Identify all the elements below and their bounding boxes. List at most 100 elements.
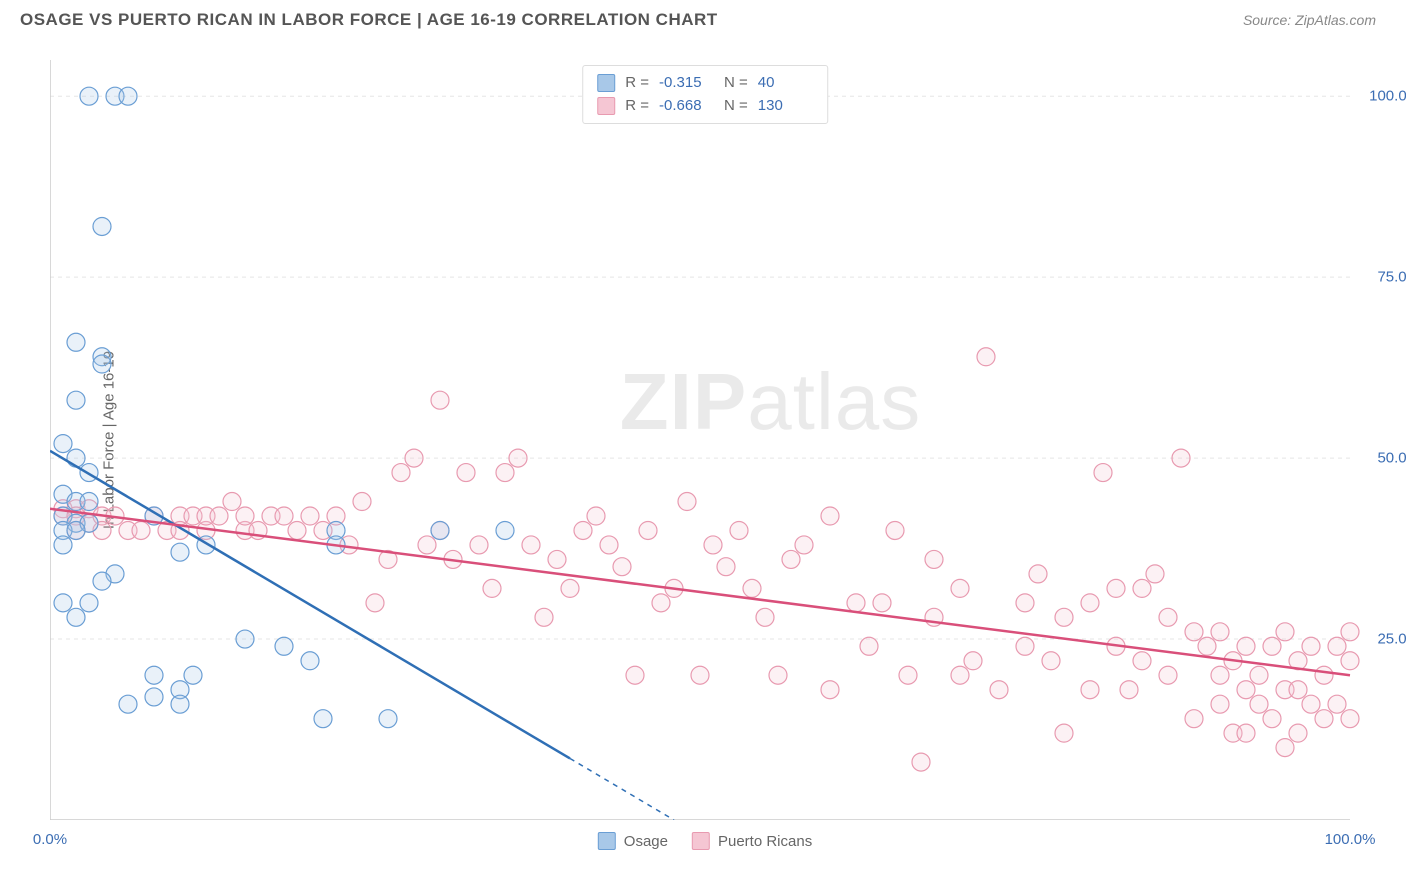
data-point [1211, 666, 1229, 684]
data-point [1302, 637, 1320, 655]
legend-stat-row: R = -0.315 N = 40 [597, 72, 813, 95]
data-point [821, 507, 839, 525]
data-point [470, 536, 488, 554]
data-point [93, 355, 111, 373]
data-point [236, 507, 254, 525]
data-point [496, 464, 514, 482]
data-point [67, 521, 85, 539]
data-point [769, 666, 787, 684]
data-point [1315, 666, 1333, 684]
data-point [67, 449, 85, 467]
data-point [457, 464, 475, 482]
data-point [548, 550, 566, 568]
data-point [119, 87, 137, 105]
data-point [1198, 637, 1216, 655]
data-point [626, 666, 644, 684]
data-point [483, 579, 501, 597]
data-point [1328, 637, 1346, 655]
data-point [1341, 710, 1359, 728]
data-point [561, 579, 579, 597]
data-point [535, 608, 553, 626]
data-point [1081, 681, 1099, 699]
data-point [1289, 681, 1307, 699]
data-point [795, 536, 813, 554]
data-point [496, 521, 514, 539]
n-value: 40 [758, 72, 813, 95]
data-point [1172, 449, 1190, 467]
data-point [145, 666, 163, 684]
legend-swatch [598, 832, 616, 850]
data-point [392, 464, 410, 482]
y-tick-label: 25.0% [1377, 631, 1406, 648]
scatter-plot [50, 60, 1360, 820]
series-legend: OsagePuerto Ricans [598, 832, 812, 850]
data-point [1341, 652, 1359, 670]
data-point [587, 507, 605, 525]
r-value: -0.668 [659, 95, 714, 118]
data-point [145, 688, 163, 706]
data-point [1120, 681, 1138, 699]
data-point [886, 521, 904, 539]
data-point [80, 87, 98, 105]
n-label: N = [724, 72, 748, 95]
data-point [743, 579, 761, 597]
chart-container: In Labor Force | Age 16-19 ZIPatlas R =-… [50, 60, 1360, 820]
data-point [93, 572, 111, 590]
data-point [977, 348, 995, 366]
data-point [1250, 695, 1268, 713]
data-point [210, 507, 228, 525]
data-point [691, 666, 709, 684]
data-point [1263, 710, 1281, 728]
data-point [431, 521, 449, 539]
data-point [171, 695, 189, 713]
data-point [301, 507, 319, 525]
data-point [1276, 623, 1294, 641]
r-label: R = [625, 72, 649, 95]
data-point [236, 630, 254, 648]
data-point [1185, 710, 1203, 728]
data-point [704, 536, 722, 554]
data-point [1107, 579, 1125, 597]
n-label: N = [724, 95, 748, 118]
data-point [899, 666, 917, 684]
data-point [756, 608, 774, 626]
data-point [1250, 666, 1268, 684]
data-point [379, 710, 397, 728]
data-point [1094, 464, 1112, 482]
data-point [821, 681, 839, 699]
legend-swatch [597, 74, 615, 92]
data-point [1133, 579, 1151, 597]
data-point [639, 521, 657, 539]
data-point [522, 536, 540, 554]
data-point [1289, 724, 1307, 742]
x-tick-label: 100.0% [1325, 831, 1376, 848]
data-point [54, 536, 72, 554]
data-point [314, 710, 332, 728]
data-point [1029, 565, 1047, 583]
trend-line [50, 509, 1350, 675]
data-point [730, 521, 748, 539]
data-point [574, 521, 592, 539]
data-point [67, 333, 85, 351]
data-point [132, 521, 150, 539]
data-point [80, 594, 98, 612]
legend-item: Osage [598, 832, 668, 850]
data-point [1237, 681, 1255, 699]
data-point [951, 579, 969, 597]
correlation-legend: R = -0.315 N = 40R = -0.668 N = 130 [582, 65, 828, 124]
data-point [873, 594, 891, 612]
r-value: -0.315 [659, 72, 714, 95]
data-point [1055, 724, 1073, 742]
legend-swatch [692, 832, 710, 850]
data-point [600, 536, 618, 554]
data-point [366, 594, 384, 612]
data-point [717, 558, 735, 576]
data-point [119, 695, 137, 713]
data-point [990, 681, 1008, 699]
legend-label: Osage [624, 833, 668, 850]
data-point [353, 493, 371, 511]
data-point [1237, 637, 1255, 655]
data-point [54, 435, 72, 453]
n-value: 130 [758, 95, 813, 118]
x-tick-label: 0.0% [33, 831, 67, 848]
